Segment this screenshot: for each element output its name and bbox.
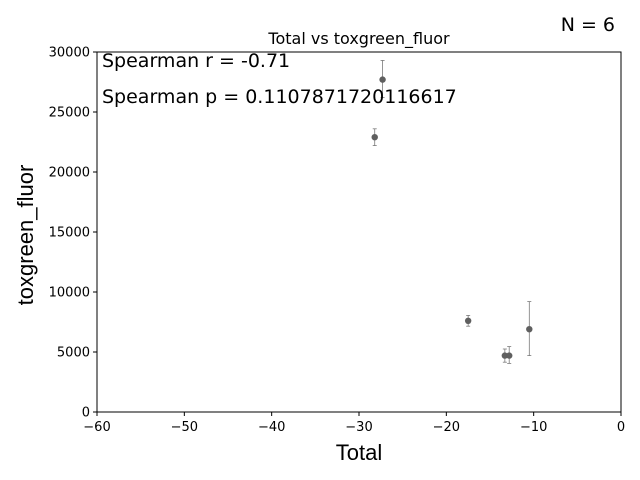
y-tick-label: 20000	[49, 166, 90, 181]
y-tick-label: 15000	[49, 226, 90, 241]
y-axis-ticks: 0 5000 10000 15000 20000 25000 30000	[49, 46, 97, 421]
x-tick-label: −30	[345, 420, 372, 435]
x-tick-label: −60	[83, 420, 110, 435]
y-tick-label: 25000	[49, 106, 90, 121]
y-axis-label: toxgreen_fluor	[13, 165, 38, 306]
data-point	[371, 134, 378, 141]
chart-title: Total vs toxgreen_fluor	[267, 29, 450, 49]
data-points	[371, 76, 533, 359]
y-tick-label: 30000	[49, 46, 90, 61]
data-point	[506, 352, 513, 359]
x-tick-label: 0	[617, 420, 625, 435]
spearman-p-annotation: Spearman p = 0.1107871720116617	[102, 86, 457, 108]
data-point	[526, 326, 533, 333]
x-axis-ticks: −60 −50 −40 −30 −20 −10 0	[83, 412, 625, 435]
x-tick-label: −10	[520, 420, 547, 435]
x-tick-label: −20	[433, 420, 460, 435]
data-point	[464, 317, 472, 324]
x-axis-label: Total	[336, 440, 382, 465]
x-tick-label: −40	[258, 420, 285, 435]
y-tick-label: 5000	[57, 346, 90, 361]
x-tick-label: −50	[171, 420, 198, 435]
y-tick-label: 10000	[49, 286, 90, 301]
sample-size-label: N = 6	[561, 14, 615, 36]
y-tick-label: 0	[82, 406, 90, 421]
spearman-r-annotation: Spearman r = -0.71	[102, 50, 290, 72]
data-point	[379, 76, 386, 83]
